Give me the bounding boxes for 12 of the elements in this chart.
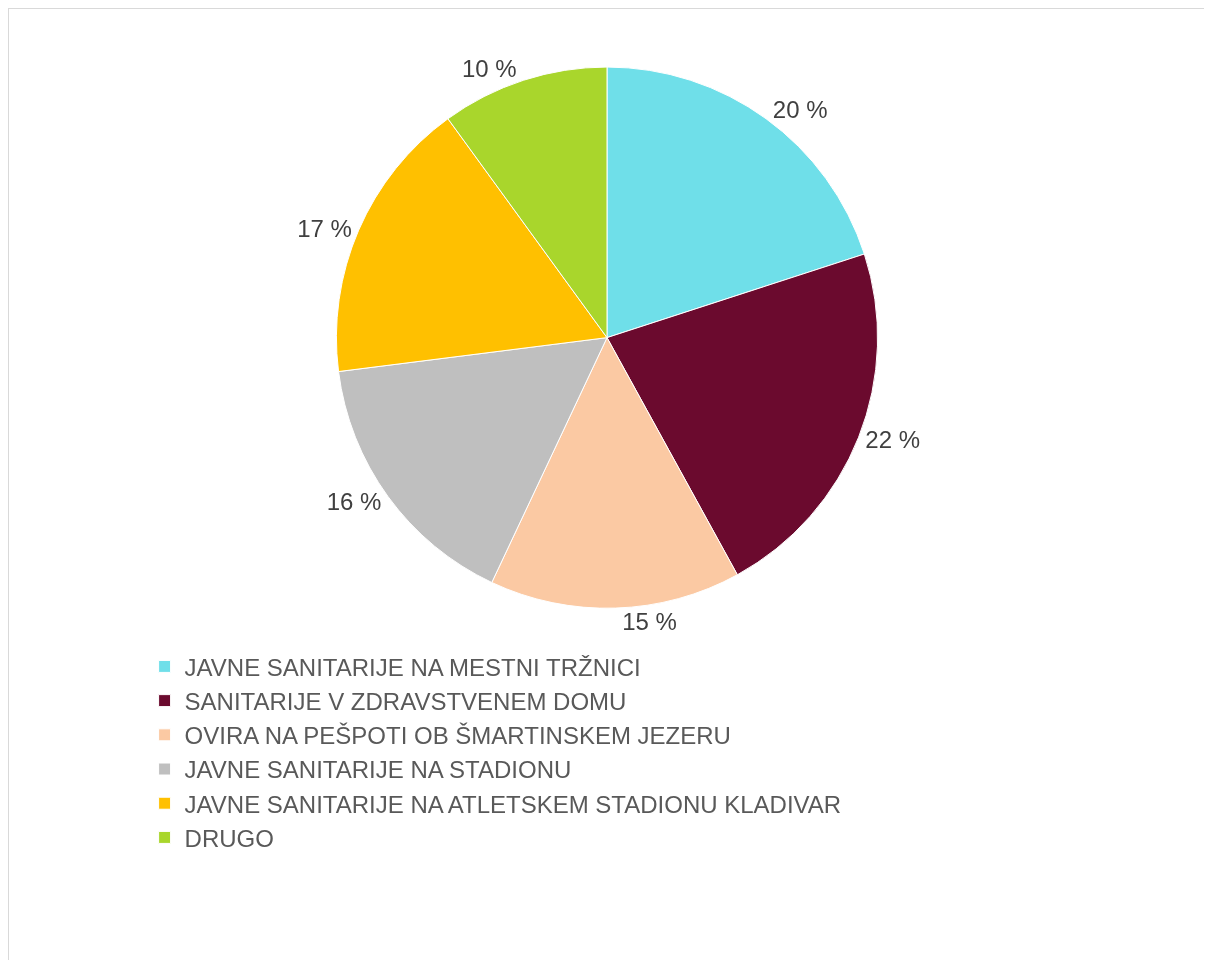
legend-label: DRUGO (184, 824, 274, 852)
legend-label: OVIRA NA PEŠPOTI OB ŠMARTINSKEM JEZERU (184, 722, 731, 750)
data-label: 16 % (326, 487, 382, 515)
legend-label: JAVNE SANITARIJE NA ATLETSKEM STADIONU KLADIVAR (184, 790, 842, 818)
legend-label: JAVNE SANITARIJE NA STADIONU (184, 756, 572, 784)
legend-label: SANITARIJE V ZDRAVSTVENEM DOMU (184, 687, 627, 715)
data-label: 15 % (622, 608, 677, 636)
data-label: 22 % (865, 425, 921, 453)
data-label: 17 % (297, 214, 352, 242)
legend-label: JAVNE SANITARIJE NA MESTNI TRŽNICI (184, 653, 641, 681)
data-label: 20 % (772, 96, 828, 124)
data-label: 10 % (461, 54, 517, 82)
